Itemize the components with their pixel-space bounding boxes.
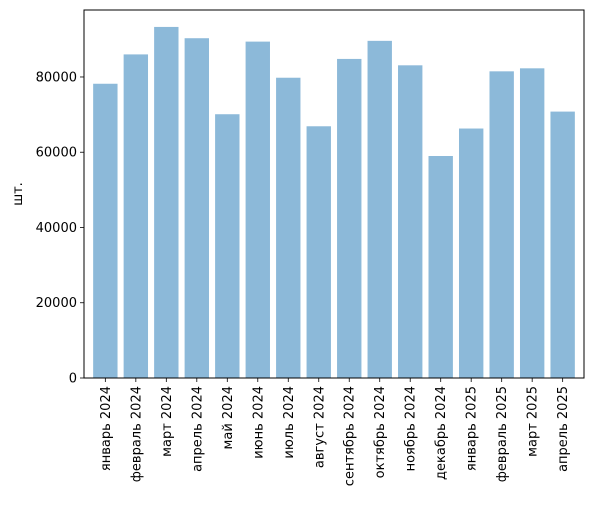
bar-14 — [519, 68, 545, 378]
bar-5 — [245, 41, 270, 379]
y-tick-label-0: 0 — [69, 372, 77, 387]
x-tick-label-14: март 2025 — [526, 386, 541, 457]
x-tick-label-15: апрель 2025 — [556, 386, 571, 472]
bar-7 — [306, 126, 331, 379]
x-tick-label-3: апрель 2024 — [190, 386, 205, 472]
bar-8 — [337, 58, 362, 379]
x-tick-label-6: июль 2024 — [282, 386, 297, 459]
x-tick-label-10: ноябрь 2024 — [404, 386, 419, 471]
y-axis-label: шт. — [11, 182, 26, 206]
bar-4 — [215, 114, 240, 378]
bar-1 — [123, 54, 149, 379]
bar-10 — [398, 65, 423, 378]
bar-6 — [276, 77, 301, 378]
bar-13 — [489, 71, 514, 378]
x-axis-ticks: январь 2024 февраль 2024 март 2024 апрель 2… — [99, 378, 571, 486]
bar-0 — [93, 83, 118, 378]
bars-group — [93, 26, 575, 379]
x-tick-label-2: март 2024 — [160, 386, 175, 457]
x-tick-label-4: май 2024 — [221, 386, 236, 449]
y-tick-label-2: 40000 — [36, 221, 77, 236]
y-tick-label-3: 60000 — [36, 146, 77, 161]
x-tick-label-12: январь 2025 — [465, 386, 480, 471]
bar-2 — [154, 26, 179, 379]
bar-9 — [367, 40, 392, 378]
x-tick-label-0: январь 2024 — [99, 386, 114, 471]
x-tick-label-8: сентябрь 2024 — [343, 386, 358, 486]
y-tick-label-1: 20000 — [36, 296, 77, 311]
x-tick-label-9: октябрь 2024 — [373, 386, 388, 478]
y-axis-ticks: 0 20000 40000 60000 80000 — [36, 70, 84, 387]
x-tick-label-7: август 2024 — [312, 386, 327, 468]
x-tick-label-1: февраль 2024 — [129, 386, 144, 482]
y-tick-label-4: 80000 — [36, 70, 77, 85]
plot-area-frame — [83, 9, 585, 379]
x-tick-label-11: декабрь 2024 — [434, 386, 449, 480]
bar-15 — [550, 111, 575, 378]
bar-3 — [184, 38, 209, 378]
x-tick-label-13: февраль 2025 — [495, 386, 510, 482]
bar-12 — [459, 128, 484, 378]
x-tick-label-5: июнь 2024 — [251, 386, 266, 459]
bar-11 — [428, 156, 453, 378]
